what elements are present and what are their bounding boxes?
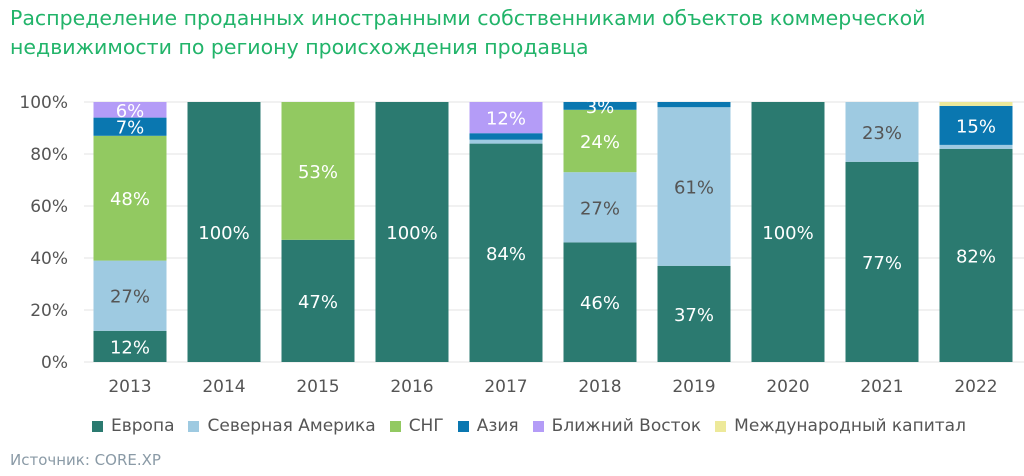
data-label: 100% <box>386 223 437 244</box>
data-label: 84% <box>486 244 526 265</box>
bar-segment <box>751 102 825 362</box>
bar-segment <box>93 330 167 362</box>
legend-label: СНГ <box>408 416 444 436</box>
bar-segment <box>845 102 919 162</box>
bar-segment <box>93 260 167 331</box>
data-label: 37% <box>674 305 714 326</box>
legend: Европа Северная Америка СНГ Азия Ближний Вос… <box>92 416 980 436</box>
chart-title: Распределение проданных иностранными соб… <box>10 6 926 59</box>
x-tick-label: 2021 <box>860 377 903 397</box>
y-tick-label: 20% <box>30 301 68 321</box>
y-tick-label: 80% <box>30 145 68 165</box>
data-label: 27% <box>110 287 150 308</box>
legend-swatch <box>188 420 200 432</box>
legend-item: Северная Америка <box>188 416 376 436</box>
bar-segment <box>563 242 637 362</box>
legend-item: Азия <box>457 416 519 436</box>
legend-swatch <box>457 420 469 432</box>
stacked-bar-chart: 0% 20% 40% 60% 80% 100% 12% 27% 48% 7%6% 2013 100% 2… <box>19 93 1024 397</box>
data-label: 6% <box>116 101 145 122</box>
bar-segment <box>657 107 731 266</box>
data-label: 48% <box>110 189 150 210</box>
x-tick-label: 2018 <box>578 377 621 397</box>
bar-segment <box>939 144 1013 149</box>
bar-segment <box>845 161 919 362</box>
x-tick-label: 2017 <box>484 377 527 397</box>
bar-segment <box>563 109 637 173</box>
legend-item: Ближний Восток <box>532 416 702 436</box>
bar-segment <box>657 102 731 108</box>
bar-segment <box>939 105 1013 145</box>
legend-swatch <box>715 420 727 432</box>
x-tick-label: 2022 <box>954 377 997 397</box>
data-label: 77% <box>862 253 902 274</box>
bar-segment <box>469 133 543 140</box>
bar-segment <box>281 239 355 362</box>
bar-segment <box>281 102 355 240</box>
data-label: 24% <box>580 132 620 153</box>
data-label: 15% <box>956 116 996 137</box>
source-note: Источник: CORE.XP <box>10 451 161 469</box>
legend-label: Международный капитал <box>734 416 966 436</box>
data-label: 53% <box>298 162 338 183</box>
legend-label: Азия <box>476 416 519 436</box>
legend-label: Европа <box>111 416 175 436</box>
y-tick-label: 60% <box>30 197 68 217</box>
data-label: 46% <box>580 293 620 314</box>
bar-segment <box>187 102 261 362</box>
y-tick-label: 40% <box>30 249 68 269</box>
x-tick-label: 2014 <box>202 377 245 397</box>
bar-segment <box>375 102 449 362</box>
bar-segment <box>563 172 637 243</box>
x-tick-label: 2013 <box>108 377 151 397</box>
bar-segment <box>93 135 167 261</box>
data-label: 12% <box>486 109 526 130</box>
bar-segment <box>469 102 543 134</box>
legend-item: Международный капитал <box>715 416 966 436</box>
y-tick-label: 100% <box>19 93 68 113</box>
bar-segment <box>563 102 637 110</box>
data-label: 61% <box>674 178 714 199</box>
y-tick-label: 0% <box>41 353 68 373</box>
bar-segment <box>93 102 167 118</box>
data-label: 82% <box>956 246 996 267</box>
data-label: 12% <box>110 337 150 358</box>
bar-segment <box>469 139 543 144</box>
bar-segment <box>93 117 167 136</box>
legend-label: Ближний Восток <box>551 416 702 436</box>
bar-segment <box>469 143 543 362</box>
legend-swatch <box>92 420 103 432</box>
legend-item: Европа <box>92 416 174 436</box>
x-tick-label: 2020 <box>766 377 809 397</box>
data-label: 47% <box>298 292 338 313</box>
legend-swatch <box>532 420 544 432</box>
x-tick-label: 2019 <box>672 377 715 397</box>
legend-label: Северная Америка <box>207 416 376 436</box>
data-label: 27% <box>580 198 620 219</box>
data-label: 100% <box>762 223 813 244</box>
data-label: 7% <box>116 118 145 139</box>
x-tick-label: 2015 <box>296 377 339 397</box>
data-label: 23% <box>862 123 902 144</box>
data-label: 100% <box>198 223 249 244</box>
legend-swatch <box>389 420 401 432</box>
bar-segment <box>939 148 1013 362</box>
bar-segment <box>657 265 731 362</box>
x-tick-label: 2016 <box>390 377 433 397</box>
data-label: 3% <box>586 97 615 118</box>
legend-item: СНГ <box>389 416 444 436</box>
bar-segment <box>939 102 1013 106</box>
